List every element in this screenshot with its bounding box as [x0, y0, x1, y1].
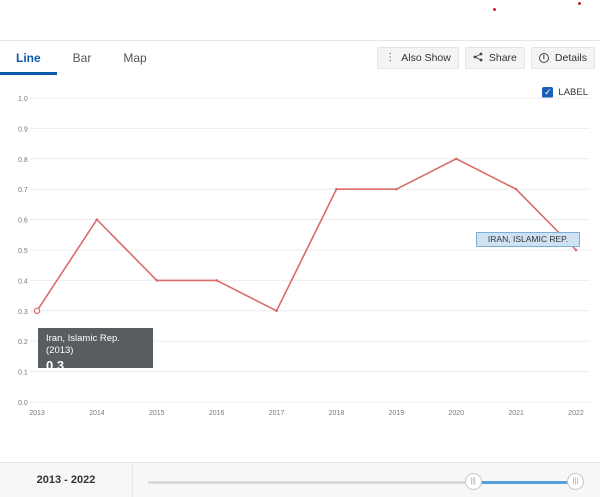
- range-slider-fill: [472, 481, 578, 484]
- details-button[interactable]: i Details: [530, 47, 595, 69]
- x-tick-label: 2019: [389, 410, 405, 417]
- year-range: 2013 - 2022: [0, 463, 133, 497]
- x-tick-label: 2015: [149, 410, 165, 417]
- data-point: [95, 218, 99, 221]
- data-point: [574, 248, 578, 252]
- data-point: [275, 309, 278, 313]
- x-tick-label: 2020: [448, 410, 464, 417]
- x-tick-label: 2017: [269, 410, 285, 417]
- also-show-label: Also Show: [401, 52, 451, 64]
- also-show-button[interactable]: ⋮ Also Show: [377, 47, 459, 69]
- x-tick-label: 2022: [568, 410, 584, 417]
- line-chart: 0.0 0.1 0.2 0.3 0.4 0.5 0.6 0.7 0.8 0.9 1.0 2013 201…: [18, 96, 590, 417]
- y-tick-label: 0.1: [18, 370, 28, 377]
- range-slider-track[interactable]: [148, 481, 578, 484]
- label-checkbox[interactable]: ✓: [542, 87, 554, 98]
- tooltip-title: Iran, Islamic Rep. (2013): [46, 333, 120, 356]
- y-tick-label: 0.3: [18, 309, 28, 316]
- data-point: [155, 279, 159, 282]
- chart-type-tabs: Line Bar Map: [0, 41, 163, 75]
- series-line: [36, 157, 577, 312]
- range-end: 2022: [70, 474, 96, 486]
- chart-panel: Line Bar Map ⋮ Also Show Share i Details…: [0, 40, 600, 497]
- series-label: IRAN, ISLAMIC REP.: [476, 232, 580, 247]
- details-label: Details: [554, 52, 587, 64]
- y-tick-label: 0.4: [18, 278, 28, 285]
- range-start: 2013: [36, 474, 62, 486]
- x-tick-label: 2021: [508, 410, 524, 417]
- share-label: Share: [488, 52, 517, 64]
- decorative-dot: [493, 8, 496, 11]
- x-tick-label: 2013: [29, 410, 45, 417]
- data-point: [454, 157, 458, 161]
- data-point: [215, 279, 218, 282]
- share-button[interactable]: Share: [464, 47, 525, 69]
- decorative-dot: [578, 2, 581, 5]
- y-tick-label: 0.8: [18, 157, 28, 164]
- label-toggle[interactable]: ✓ LABEL: [542, 87, 588, 98]
- tab-line[interactable]: Line: [0, 41, 57, 75]
- data-point: [395, 187, 398, 191]
- range-end-handle[interactable]: |||: [567, 473, 584, 490]
- y-tick-label: 0.5: [18, 248, 28, 255]
- y-tick-label: 0.6: [18, 218, 28, 225]
- chart-actions: ⋮ Also Show Share i Details: [377, 47, 595, 69]
- data-tooltip: Iran, Islamic Rep. (2013) 0.3: [38, 328, 153, 373]
- range-separator: -: [61, 474, 71, 486]
- x-tick-label: 2016: [209, 410, 225, 417]
- tooltip-value: 0.3: [46, 358, 65, 373]
- time-range-footer: 2013 - 2022 ||| |||: [0, 462, 600, 497]
- vertical-dots-icon: ⋮: [385, 52, 396, 63]
- top-strip: [0, 0, 600, 40]
- x-tick-label: 2018: [329, 410, 345, 417]
- x-tick-label: 2014: [89, 410, 105, 417]
- y-tick-label: 1.0: [18, 96, 28, 103]
- y-tick-label: 0.0: [18, 400, 28, 407]
- data-point: [33, 307, 41, 314]
- y-tick-label: 0.9: [18, 126, 28, 133]
- tab-bar[interactable]: Bar: [72, 51, 92, 65]
- info-icon: i: [538, 53, 549, 63]
- tab-map[interactable]: Map: [123, 51, 147, 65]
- data-point: [514, 187, 518, 191]
- share-icon: [473, 52, 483, 65]
- data-point: [335, 187, 338, 191]
- y-tick-label: 0.7: [18, 187, 28, 194]
- y-tick-label: 0.2: [18, 339, 28, 346]
- range-start-handle[interactable]: |||: [464, 473, 482, 490]
- label-toggle-text: LABEL: [558, 87, 588, 98]
